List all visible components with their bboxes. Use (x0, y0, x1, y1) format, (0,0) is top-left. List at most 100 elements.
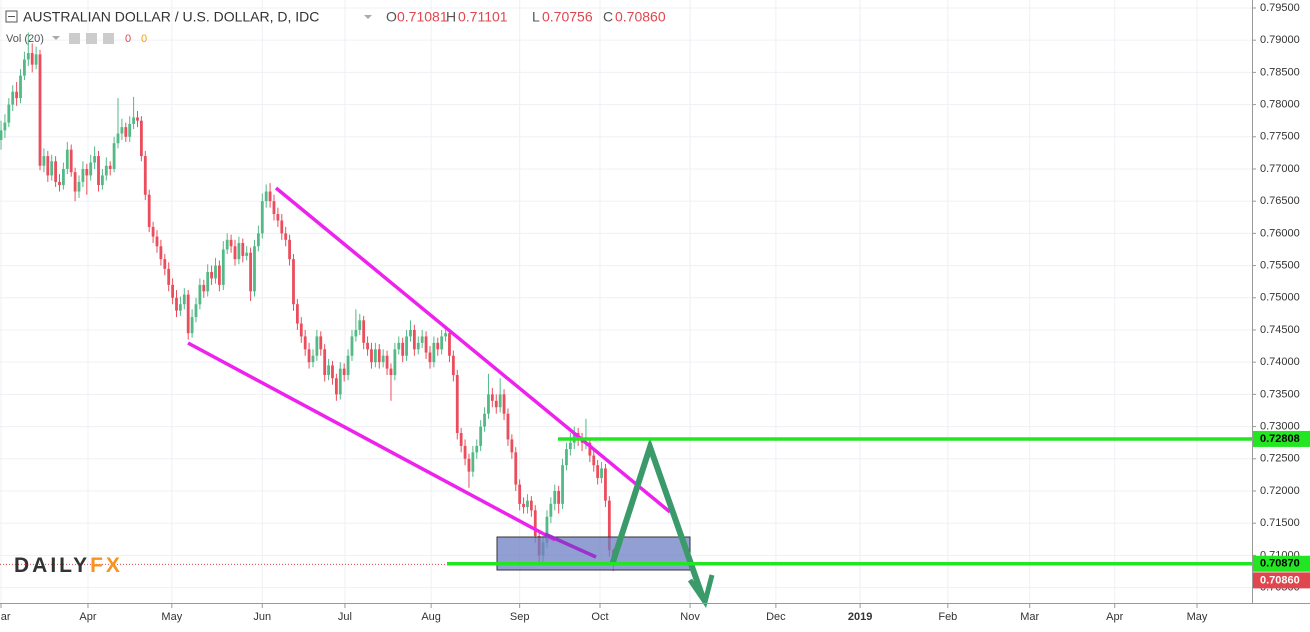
candle-body (331, 365, 334, 379)
symbol-title: AUSTRALIAN DOLLAR / U.S. DOLLAR, D, IDC (23, 9, 319, 25)
dropdown-caret[interactable] (52, 36, 60, 40)
candle-body (533, 510, 537, 537)
candle-body (592, 455, 596, 466)
candle-body (397, 342, 401, 350)
candle-body (596, 465, 600, 479)
candle-body (451, 355, 455, 376)
candle-body (268, 191, 272, 202)
ohlc-value: 0.71101 (458, 9, 508, 25)
candle-body (151, 226, 155, 237)
candle-body (38, 54, 42, 166)
candle-body (514, 452, 518, 485)
candle-body (334, 378, 338, 395)
y-tick-label: 0.78500 (1260, 66, 1300, 78)
candle-body (479, 426, 483, 446)
y-tick-label: 0.73500 (1260, 388, 1300, 400)
candle-body (42, 156, 46, 166)
candle-body (276, 214, 280, 221)
candle-body (81, 168, 85, 182)
candle-body (526, 500, 529, 508)
candle-body (307, 349, 311, 363)
candle-body (116, 133, 120, 144)
format-icon[interactable] (86, 33, 97, 44)
candle-body (89, 162, 93, 176)
candle-body (194, 304, 198, 318)
candle-body (7, 104, 11, 123)
candle-body (34, 54, 38, 65)
candle-body (436, 342, 440, 350)
candle-body (373, 349, 377, 363)
candle-body (101, 175, 104, 186)
candle-body (217, 265, 221, 285)
candle-body (354, 329, 358, 337)
candle-body (229, 239, 233, 247)
settings-icon[interactable] (69, 33, 80, 44)
price-tag (1253, 572, 1310, 589)
candle-body (167, 268, 171, 285)
y-tick-label: 0.74500 (1260, 324, 1300, 336)
candle-body (272, 201, 276, 215)
candle-body (202, 284, 206, 292)
candle-body (604, 468, 607, 501)
candle-body (327, 365, 330, 376)
candle-body (128, 123, 132, 137)
candle-body (206, 272, 210, 292)
ohlc-letter: O (386, 9, 397, 25)
candle-body (409, 329, 412, 337)
candle-body (143, 156, 147, 195)
projection-arrow (609, 437, 706, 599)
y-tick-label: 0.72000 (1260, 485, 1300, 497)
candle-body (264, 191, 268, 202)
candle-body (498, 394, 502, 408)
candle-body (237, 243, 241, 260)
candle-body (249, 252, 252, 292)
remove-icon[interactable] (103, 33, 114, 44)
levels (0, 437, 1252, 566)
y-tick-label: 0.79000 (1260, 34, 1300, 46)
candle-body (432, 342, 436, 363)
price-tag (1253, 555, 1310, 572)
x-tick-label: Jun (253, 611, 271, 623)
ohlc-letter: H (446, 9, 456, 25)
volume-value: 0 (141, 33, 147, 45)
y-tick-label: 0.78000 (1260, 98, 1300, 110)
x-tick-label: May (161, 611, 182, 623)
candle-body (77, 181, 81, 192)
y-tick-label: 0.76000 (1260, 227, 1300, 239)
volume-value: 0 (125, 33, 131, 45)
candle-body (303, 336, 307, 350)
dropdown-caret[interactable] (364, 15, 372, 19)
candle-body (463, 445, 467, 459)
candle-body (545, 516, 549, 543)
candle-body (483, 413, 486, 427)
x-tick-label: Sep (510, 611, 530, 623)
candle-body (467, 458, 471, 472)
candle-body (518, 484, 522, 504)
candle-body (214, 265, 217, 279)
candle-body (108, 165, 112, 169)
candle-body (444, 333, 447, 337)
candles (0, 32, 615, 572)
y-tick-label: 0.77000 (1260, 163, 1300, 175)
candle-body (245, 252, 249, 256)
x-tick-label: Oct (591, 611, 608, 623)
candle-body (440, 336, 444, 350)
candle-body (455, 375, 459, 434)
y-tick-label: 0.76500 (1260, 195, 1300, 207)
candle-body (124, 127, 128, 137)
candle-body (139, 120, 143, 157)
trend-line (187, 341, 556, 542)
candle-body (253, 246, 256, 292)
candle-body (69, 149, 73, 173)
candle-body (233, 246, 237, 260)
candle-body (370, 349, 373, 363)
candle-body (136, 117, 139, 121)
candle-body (26, 53, 30, 60)
candle-body (104, 165, 108, 176)
candle-body (389, 368, 393, 376)
price-tag (1253, 430, 1310, 447)
candle-body (11, 91, 15, 105)
candle-body (420, 336, 424, 343)
